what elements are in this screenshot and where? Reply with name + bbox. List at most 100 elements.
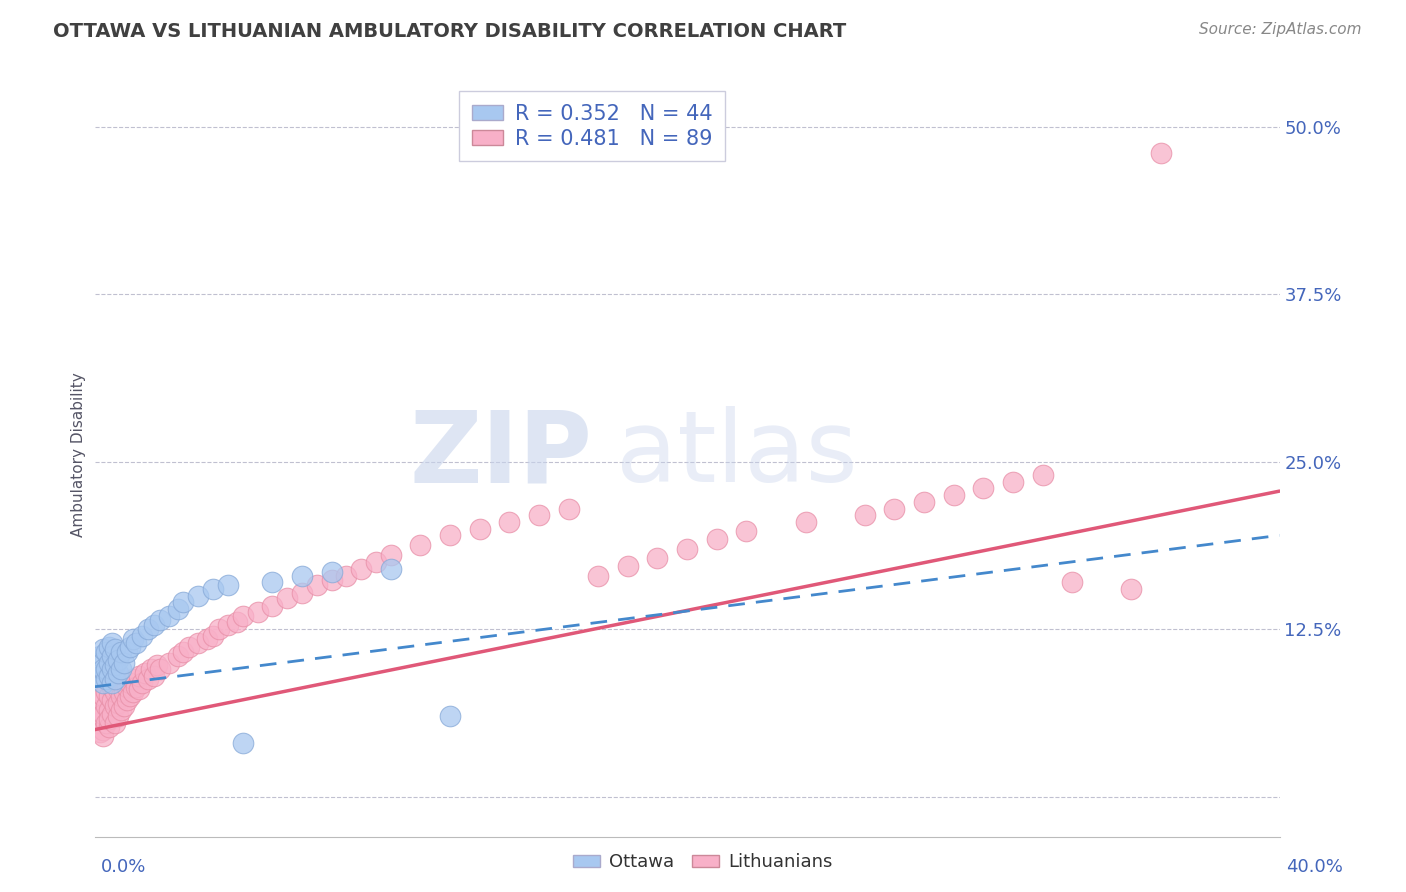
Point: [98, 656, 121, 670]
Point: [735, 524, 758, 539]
Point: [86, 702, 108, 716]
Point: [96, 685, 118, 699]
Point: [96, 645, 118, 659]
Point: [101, 662, 124, 676]
Point: [96, 662, 118, 676]
Point: [125, 635, 148, 649]
Point: [439, 709, 461, 723]
Point: [104, 658, 127, 673]
Point: [104, 715, 127, 730]
Point: [380, 549, 402, 563]
Point: [883, 501, 905, 516]
Point: [172, 595, 194, 609]
Point: [291, 568, 314, 582]
Point: [86, 656, 108, 670]
Point: [208, 622, 231, 636]
Point: [166, 602, 188, 616]
Point: [98, 720, 121, 734]
Legend: R = 0.352   N = 44, R = 0.481   N = 89: R = 0.352 N = 44, R = 0.481 N = 89: [460, 91, 725, 161]
Point: [101, 648, 124, 663]
Point: [232, 736, 254, 750]
Point: [498, 515, 520, 529]
Point: [89, 648, 111, 663]
Point: [276, 591, 298, 606]
Point: [217, 578, 239, 592]
Point: [93, 662, 115, 676]
Point: [586, 568, 609, 582]
Point: [120, 640, 142, 654]
Point: [1062, 575, 1084, 590]
Point: [93, 675, 115, 690]
Point: [409, 538, 432, 552]
Point: [232, 608, 254, 623]
Point: [131, 629, 153, 643]
Point: [93, 723, 115, 737]
Point: [89, 709, 111, 723]
Y-axis label: Ambulatory Disability: Ambulatory Disability: [72, 373, 86, 537]
Point: [794, 515, 817, 529]
Point: [305, 578, 328, 592]
Text: OTTAWA VS LITHUANIAN AMBULATORY DISABILITY CORRELATION CHART: OTTAWA VS LITHUANIAN AMBULATORY DISABILI…: [53, 22, 846, 41]
Point: [107, 653, 129, 667]
Point: [98, 712, 121, 726]
Legend: Ottawa, Lithuanians: Ottawa, Lithuanians: [565, 847, 841, 879]
Point: [853, 508, 876, 523]
Text: atlas: atlas: [616, 407, 858, 503]
Point: [136, 672, 159, 686]
Point: [335, 568, 357, 582]
Point: [972, 482, 994, 496]
Point: [122, 685, 145, 699]
Point: [93, 642, 115, 657]
Point: [122, 672, 145, 686]
Point: [89, 725, 111, 739]
Point: [1032, 468, 1054, 483]
Point: [98, 669, 121, 683]
Point: [93, 730, 115, 744]
Point: [93, 706, 115, 721]
Point: [439, 528, 461, 542]
Text: 40.0%: 40.0%: [1286, 858, 1343, 876]
Point: [134, 666, 156, 681]
Point: [262, 575, 284, 590]
Point: [115, 645, 138, 659]
Point: [291, 586, 314, 600]
Point: [107, 709, 129, 723]
Point: [96, 698, 118, 713]
Text: Source: ZipAtlas.com: Source: ZipAtlas.com: [1198, 22, 1361, 37]
Point: [557, 501, 579, 516]
Point: [110, 645, 132, 659]
Point: [225, 615, 247, 630]
Point: [107, 696, 129, 710]
Point: [202, 582, 225, 596]
Point: [942, 488, 965, 502]
Point: [120, 689, 142, 703]
Point: [1001, 475, 1024, 489]
Point: [101, 680, 124, 694]
Point: [187, 635, 209, 649]
Point: [364, 555, 387, 569]
Point: [89, 669, 111, 683]
Point: [468, 522, 491, 536]
Point: [101, 675, 124, 690]
Point: [149, 662, 172, 676]
Point: [112, 685, 135, 699]
Point: [107, 682, 129, 697]
Point: [246, 605, 269, 619]
Point: [321, 565, 343, 579]
Point: [166, 648, 188, 663]
Point: [93, 689, 115, 703]
Point: [104, 698, 127, 713]
Point: [128, 669, 150, 683]
Point: [110, 662, 132, 676]
Point: [157, 608, 180, 623]
Point: [142, 618, 165, 632]
Point: [101, 693, 124, 707]
Point: [122, 632, 145, 646]
Point: [149, 613, 172, 627]
Point: [202, 629, 225, 643]
Point: [157, 656, 180, 670]
Point: [101, 635, 124, 649]
Point: [115, 680, 138, 694]
Point: [101, 706, 124, 721]
Point: [110, 689, 132, 703]
